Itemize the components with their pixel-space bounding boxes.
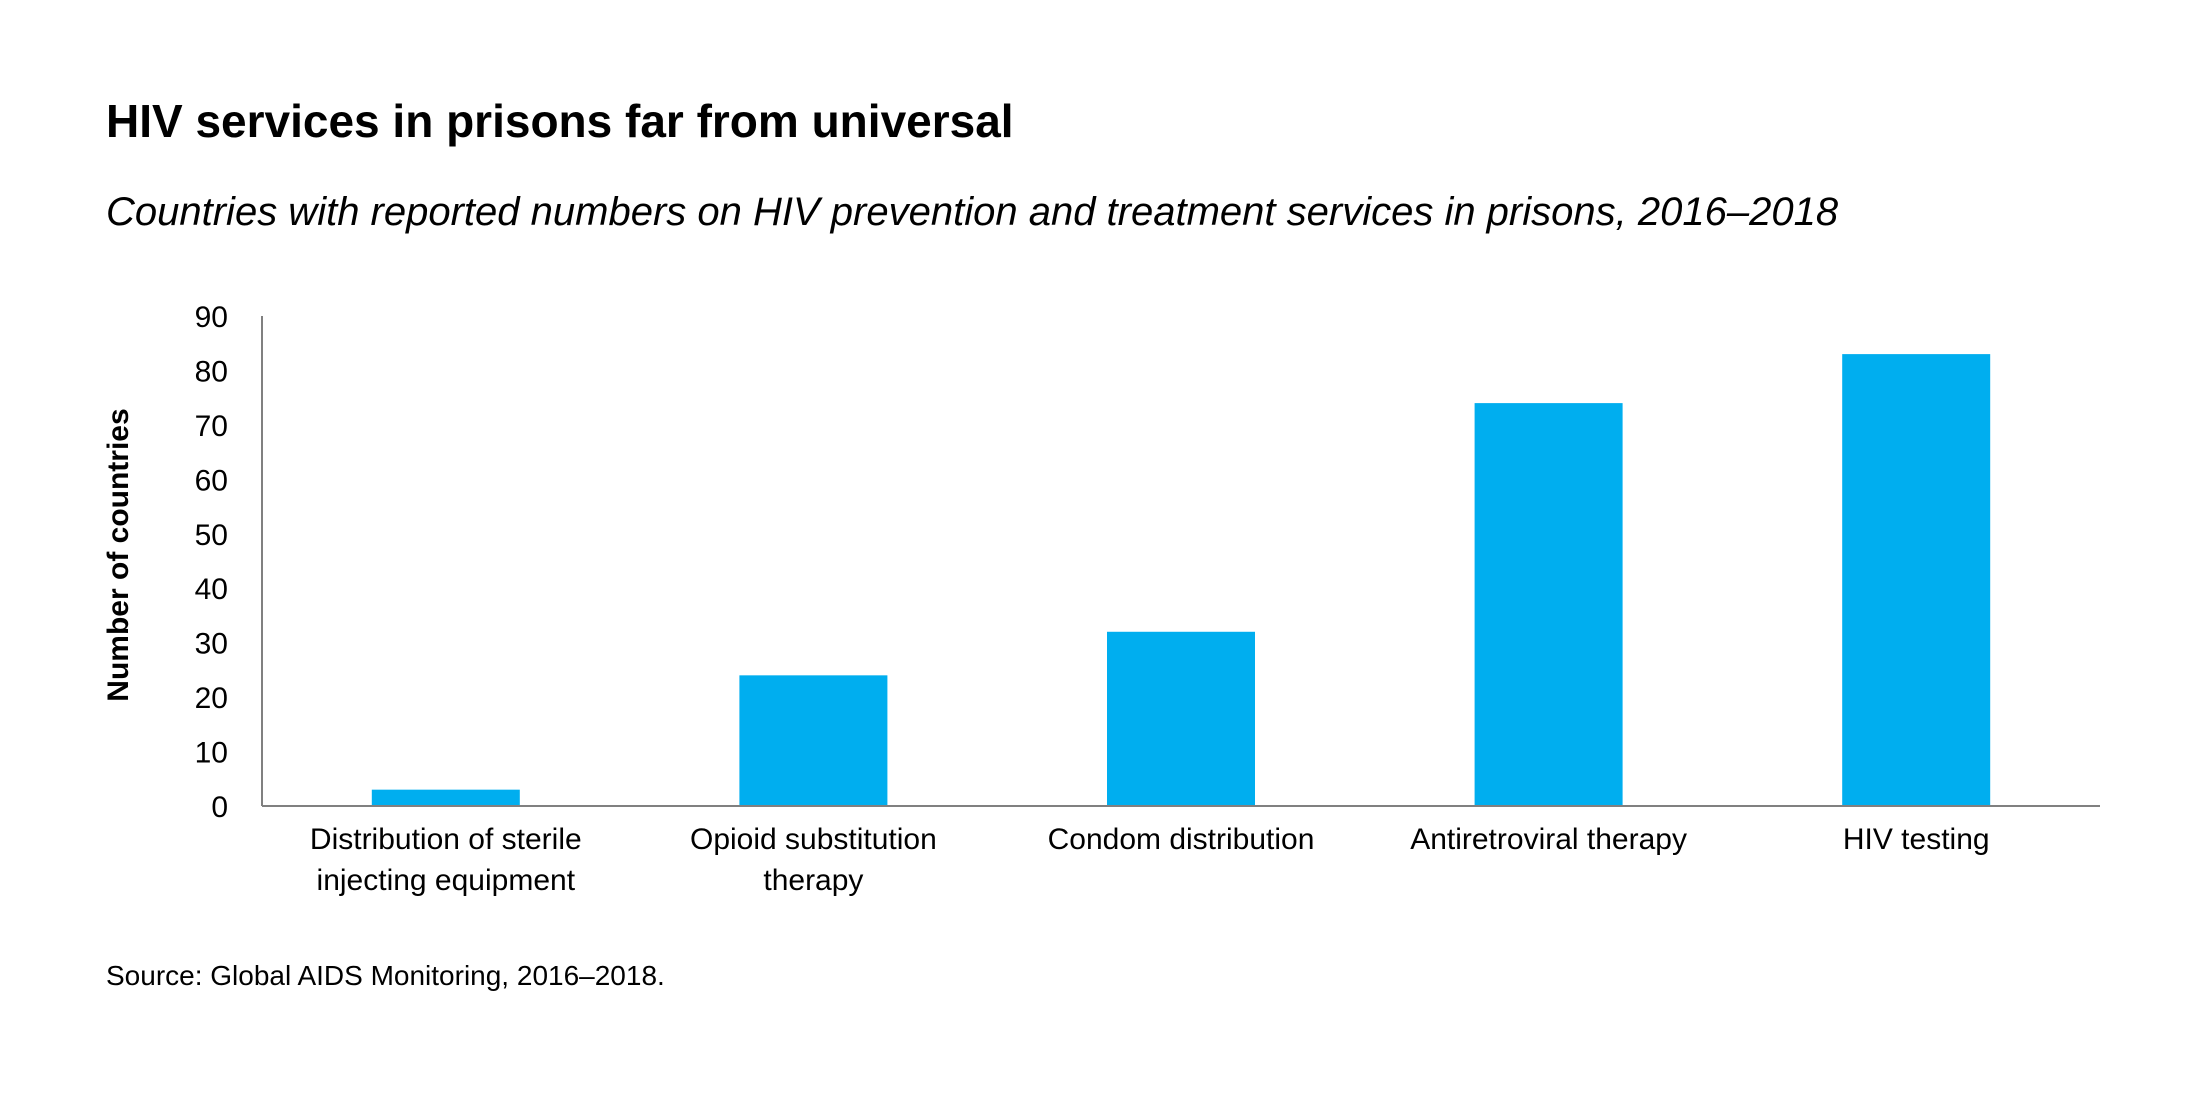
bar xyxy=(1107,631,1255,806)
y-tick-label: 80 xyxy=(195,355,228,388)
y-tick-label: 60 xyxy=(195,464,228,497)
x-tick-label-line: therapy xyxy=(763,864,863,897)
x-tick-label-line: injecting equipment xyxy=(317,864,576,897)
y-tick-label: 30 xyxy=(195,628,228,661)
bar xyxy=(371,789,520,806)
x-tick-label-line: Opioid substitution xyxy=(690,823,937,856)
bar xyxy=(1474,403,1623,806)
chart-title: HIV services in prisons far from univers… xyxy=(106,95,1014,147)
x-axis-labels: Distribution of sterile injecting equipme… xyxy=(310,823,1990,897)
x-tick-label-line: HIV testing xyxy=(1843,823,1990,856)
y-tick-label: 40 xyxy=(195,573,228,606)
y-tick-label: 0 xyxy=(211,791,228,824)
x-tick-label: HIV testing xyxy=(1843,823,1990,856)
x-tick-label: Opioid substitution therapy xyxy=(690,823,937,897)
y-tick-label: 20 xyxy=(195,682,228,715)
bars xyxy=(371,354,1991,806)
y-axis-ticks: 0 10 20 30 40 50 60 70 80 90 xyxy=(195,301,228,824)
x-tick-label: Condom distribution xyxy=(1048,823,1315,856)
bar xyxy=(1842,354,1991,806)
y-tick-label: 70 xyxy=(195,410,228,443)
x-tick-label-line: Antiretroviral therapy xyxy=(1410,823,1687,856)
x-tick-label-line: Condom distribution xyxy=(1048,823,1315,856)
x-tick-label-line: Distribution of sterile xyxy=(310,823,582,856)
y-axis-title-group: Number of countries xyxy=(102,408,135,701)
y-axis-title: Number of countries xyxy=(102,408,135,701)
x-tick-label: Distribution of sterile injecting equipme… xyxy=(310,823,582,897)
x-tick-label: Antiretroviral therapy xyxy=(1410,823,1687,856)
bar xyxy=(739,675,888,806)
source-note: Source: Global AIDS Monitoring, 2016–201… xyxy=(106,960,665,991)
y-tick-label: 50 xyxy=(195,519,228,552)
y-tick-label: 90 xyxy=(195,301,228,334)
chart-subtitle: Countries with reported numbers on HIV p… xyxy=(106,190,1839,234)
y-tick-label: 10 xyxy=(195,737,228,770)
